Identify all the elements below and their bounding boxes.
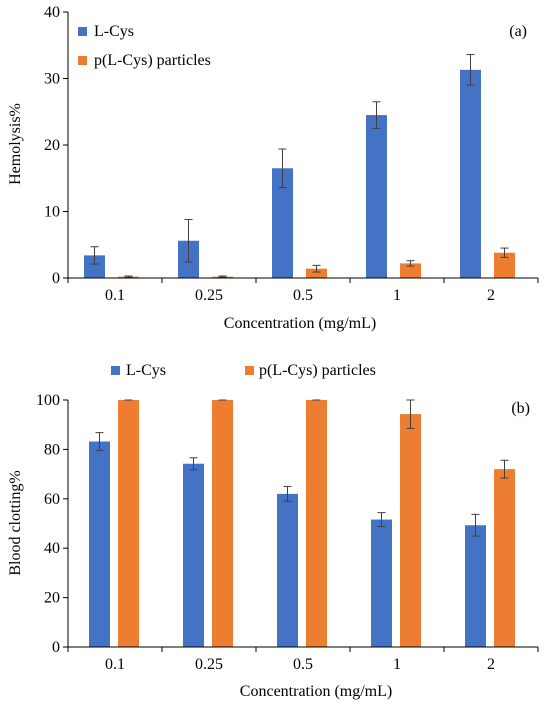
error-bar-l-cys-1: [189, 457, 198, 471]
x-tick-label: 1: [393, 287, 401, 304]
y-tick-label: 0: [52, 270, 60, 287]
x-tick-label: 0.25: [195, 656, 223, 673]
x-axis-title: Concentration (mg/mL): [240, 683, 392, 700]
error-bar-p-l-cys-4: [500, 459, 509, 479]
bar-p-l-cys-4: [494, 469, 515, 647]
error-bar-l-cys-4: [471, 513, 480, 537]
legend-swatch-l-cys: [111, 366, 120, 375]
bar-p-l-cys-0: [118, 400, 139, 647]
y-tick-label: 80: [44, 441, 60, 458]
error-bar-p-l-cys-3: [406, 399, 415, 429]
chart-panel-a: 0 10 20 30 40 0.1 0.25 0.5 1 2 (a) Concentration …: [7, 4, 539, 332]
error-bar-l-cys-3: [377, 512, 386, 527]
bar-l-cys-0: [84, 255, 105, 278]
error-bar-p-l-cys-4: [500, 247, 509, 258]
error-bar-p-l-cys-2: [312, 264, 321, 273]
axes-layer: [67, 400, 538, 648]
error-bar-l-cys-3: [372, 101, 381, 129]
error-bar-l-cys-0: [95, 432, 104, 451]
y-tick-label: 100: [36, 392, 60, 409]
error-bar-p-l-cys-3: [406, 260, 415, 267]
legend-swatch-p-l-cys: [245, 366, 254, 375]
y-tick-label: 40: [44, 4, 60, 21]
error-bar-l-cys-4: [466, 54, 475, 86]
bar-p-l-cys-2: [306, 400, 327, 647]
y-tick-label: 20: [44, 137, 60, 154]
chart-panel-b: 0 20 40 60 80 100 0.1 0.25 0.5 1 2 (b) Concentrati…: [7, 362, 539, 700]
x-tick-label: 0.25: [195, 287, 223, 304]
error-bar-l-cys-1: [184, 218, 193, 263]
legend: L-Cys p(L-Cys) particles: [78, 23, 211, 69]
y-axis-title: Hemolysis%: [7, 103, 24, 185]
bar-l-cys-2: [272, 168, 293, 278]
bar-l-cys-4: [465, 525, 486, 647]
legend-label-p-l-cys: p(L-Cys) particles: [94, 52, 211, 69]
y-axis-title: Blood clotting%: [7, 470, 24, 575]
error-bar-l-cys-0: [90, 246, 99, 265]
bar-l-cys-3: [371, 519, 392, 647]
x-tick-label: 0.5: [293, 656, 313, 673]
bar-l-cys-0: [89, 441, 110, 647]
y-tick-label: 60: [44, 491, 60, 508]
ticks-layer: 0 10 20 30 40 0.1 0.25 0.5 1 2: [44, 4, 539, 304]
x-tick-label: 2: [487, 656, 495, 673]
bar-p-l-cys-3: [400, 414, 421, 647]
panel-label: (b): [511, 400, 530, 417]
legend-label-l-cys: L-Cys: [94, 23, 134, 40]
bars-layer: [89, 400, 515, 647]
x-axis-title: Concentration (mg/mL): [224, 315, 376, 332]
error-bar-l-cys-2: [278, 148, 287, 189]
error-bar-p-l-cys-0: [124, 275, 133, 278]
y-tick-label: 10: [44, 204, 60, 221]
bar-l-cys-3: [366, 115, 387, 278]
y-tick-label: 30: [44, 71, 60, 88]
legend: L-Cys p(L-Cys) particles: [111, 362, 376, 379]
errorbars-layer: [95, 399, 509, 537]
legend-label-l-cys: L-Cys: [126, 362, 166, 379]
errorbars-layer: [90, 54, 509, 278]
x-tick-label: 0.5: [293, 287, 313, 304]
bar-p-l-cys-2: [306, 268, 327, 278]
bar-p-l-cys-1: [212, 400, 233, 647]
y-tick-label: 40: [44, 540, 60, 557]
error-bar-l-cys-2: [283, 485, 292, 502]
x-tick-label: 0.1: [105, 287, 125, 304]
bar-l-cys-1: [183, 463, 204, 647]
error-bar-p-l-cys-1: [218, 275, 227, 278]
bars-layer: [84, 69, 515, 278]
x-tick-label: 1: [393, 656, 401, 673]
x-tick-label: 0.1: [105, 656, 125, 673]
bar-l-cys-2: [277, 493, 298, 647]
y-tick-label: 20: [44, 590, 60, 607]
x-tick-label: 2: [487, 287, 495, 304]
y-tick-label: 0: [52, 639, 60, 656]
bar-l-cys-4: [460, 69, 481, 278]
ticks-layer: 0 20 40 60 80 100 0.1 0.25 0.5 1 2: [36, 392, 539, 673]
bar-p-l-cys-3: [400, 263, 421, 278]
legend-label-p-l-cys: p(L-Cys) particles: [259, 362, 376, 379]
legend-swatch-p-l-cys: [78, 56, 87, 65]
bar-p-l-cys-4: [494, 252, 515, 278]
legend-swatch-l-cys: [78, 27, 87, 36]
panel-label: (a): [509, 23, 527, 40]
